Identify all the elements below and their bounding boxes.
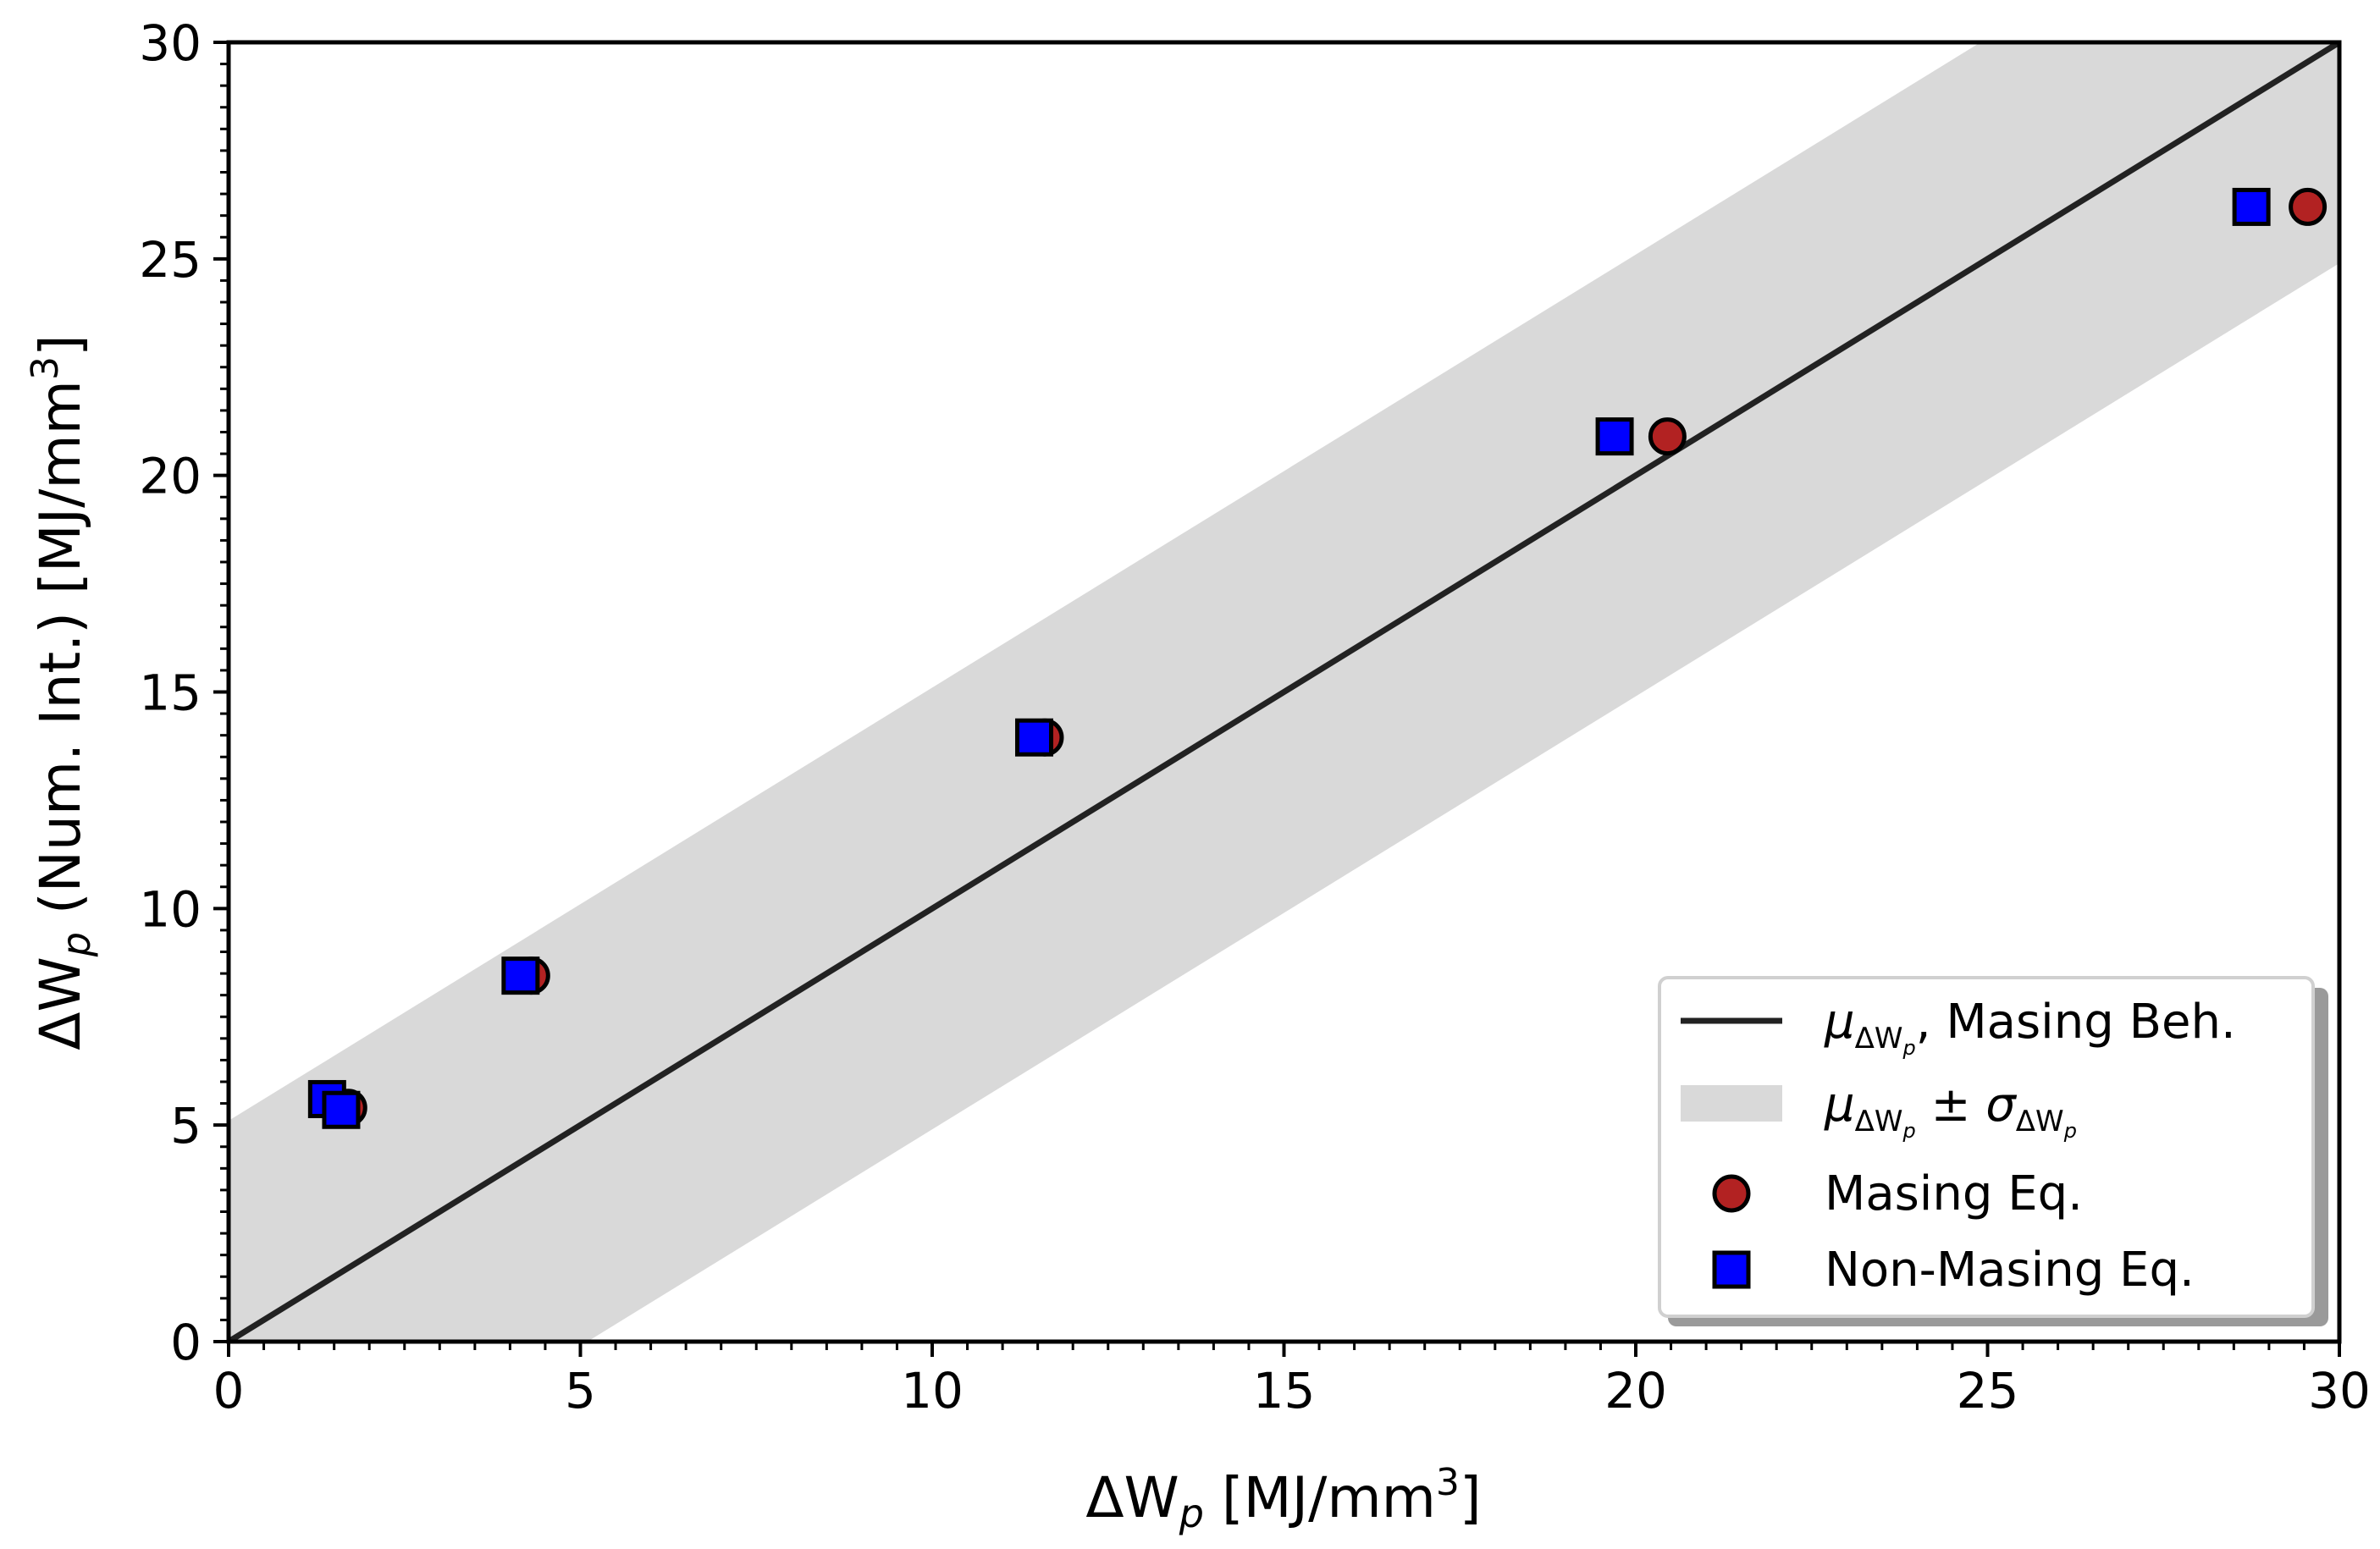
mean-line [229, 42, 2339, 1342]
y-axis-label-unit-sup: 3 [24, 356, 67, 380]
legend-mean-subsub: p [1902, 1036, 1916, 1060]
legend-mean-text: , Masing Beh. [1916, 995, 2236, 1050]
x-axis-label-unit-suffix: ] [1460, 1465, 1482, 1530]
legend: μΔWp, Masing Beh. μΔWp ± σΔWp Masing Eq.… [1658, 976, 2328, 1326]
non-masing-point [1595, 417, 1634, 456]
y-axis-label-middle: (Num. Int.) [MJ/mm [28, 380, 93, 932]
x-tick-label: 10 [901, 1362, 964, 1419]
x-tick-label: 25 [1957, 1362, 2019, 1419]
y-tick-label: 5 [170, 1097, 202, 1155]
x-axis-label-unit-prefix: [MJ/mm [1204, 1465, 1436, 1530]
legend-band-subsub2: p [2063, 1119, 2077, 1143]
y-tick-label: 15 [139, 664, 202, 722]
x-tick-label: 15 [1253, 1362, 1316, 1419]
legend-band-sigma: σ [1985, 1078, 2017, 1133]
x-tick-label: 5 [565, 1362, 596, 1419]
legend-masing-marker [1712, 1174, 1751, 1213]
legend-masing-label: Masing Eq. [1825, 1166, 2083, 1221]
legend-mean-label: μΔWp, Masing Beh. [1824, 995, 2236, 1060]
y-axis-label: ΔWp (Num. Int.) [MJ/mm3] [24, 334, 99, 1050]
legend-mean-mu: μ [1824, 995, 1855, 1050]
legend-nonmasing-label: Non-Masing Eq. [1825, 1243, 2195, 1298]
non-masing-point [1014, 718, 1053, 757]
legend-band-pm: ± [1916, 1078, 1986, 1133]
x-axis-label-prefix: ΔW [1085, 1465, 1179, 1530]
masing-point [2289, 187, 2328, 226]
y-axis-label-sub: p [53, 932, 99, 957]
x-axis-label-sub: p [1179, 1491, 1204, 1536]
legend-mean-sub: ΔW [1855, 1022, 1903, 1056]
x-tick-label: 30 [2308, 1362, 2371, 1419]
legend-band-sub2: ΔW [2016, 1105, 2064, 1138]
non-masing-point [501, 956, 540, 995]
legend-box [1658, 976, 2315, 1318]
legend-band-mu: μ [1824, 1078, 1855, 1133]
legend-nonmasing-marker [1712, 1250, 1751, 1289]
legend-band-subsub: p [1902, 1119, 1916, 1143]
x-tick-label: 0 [213, 1362, 245, 1419]
y-axis-label-prefix: ΔW [28, 956, 93, 1050]
y-tick-label: 25 [139, 231, 202, 289]
legend-band-label: μΔWp ± σΔWp [1824, 1078, 2077, 1143]
non-masing-point [322, 1090, 361, 1129]
y-axis-label-unit-suffix: ] [28, 334, 93, 356]
x-tick-label: 20 [1604, 1362, 1667, 1419]
y-tick-label: 0 [170, 1314, 202, 1371]
x-axis-label: ΔWp [MJ/mm3] [1085, 1461, 1481, 1536]
non-masing-point [2232, 187, 2271, 226]
legend-band-swatch [1681, 1085, 1782, 1122]
y-tick-label: 10 [139, 880, 202, 938]
y-tick-label: 20 [139, 448, 202, 505]
masing-point [1648, 417, 1687, 456]
y-tick-label: 30 [139, 14, 202, 72]
legend-band-sub: ΔW [1855, 1105, 1903, 1138]
x-axis-label-unit-sup: 3 [1436, 1461, 1460, 1504]
